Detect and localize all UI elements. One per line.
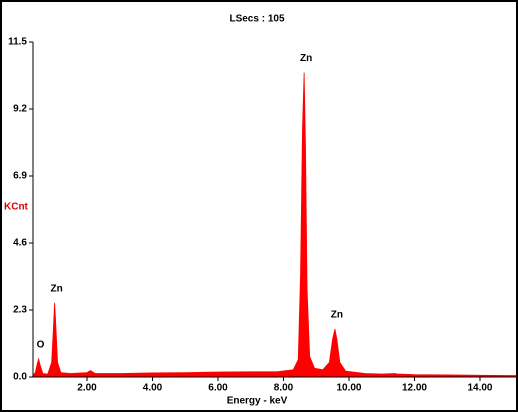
chart-title: LSecs : 105 <box>229 14 284 25</box>
peak-label: Zn <box>331 310 343 321</box>
x-tick-label: 6.00 <box>208 383 228 394</box>
y-tick-label: 11.5 <box>8 37 27 48</box>
y-tick-label: 4.6 <box>13 238 27 249</box>
x-axis-label: Energy - keV <box>227 396 288 407</box>
x-tick-label: 8.00 <box>274 383 294 394</box>
y-axis-label: KCnt <box>4 202 29 213</box>
peak-label: O <box>37 340 45 351</box>
x-tick-label: 12.00 <box>402 383 427 394</box>
y-tick-label: 0.0 <box>13 372 27 383</box>
spectrum <box>32 72 517 378</box>
y-tick-label: 2.3 <box>13 305 27 316</box>
peak-label: Zn <box>300 53 312 64</box>
peak-label: Zn <box>51 283 63 294</box>
x-tick-label: 4.00 <box>143 383 163 394</box>
x-tick-label: 2.00 <box>77 383 97 394</box>
x-tick-label: 14.00 <box>467 383 492 394</box>
y-tick-label: 6.9 <box>13 171 27 182</box>
x-tick-label: 10.00 <box>336 383 361 394</box>
y-tick-label: 9.2 <box>13 104 27 115</box>
